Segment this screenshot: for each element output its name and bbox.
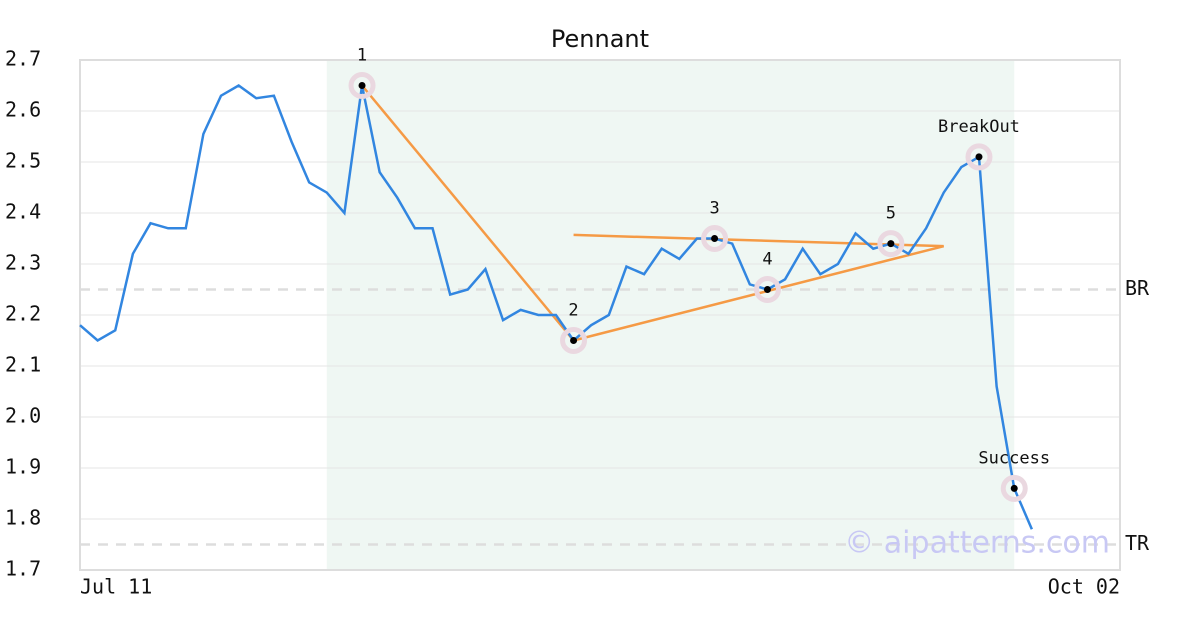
y-tick-label: 2.0 xyxy=(5,404,41,428)
trend-line xyxy=(361,84,575,342)
point-halo xyxy=(753,276,781,303)
point-label: 3 xyxy=(709,199,719,219)
y-tick-label: 2.6 xyxy=(5,98,41,122)
x-tick-label: Jul 11 xyxy=(80,575,152,599)
chart-title: Pennant xyxy=(551,25,649,53)
point-halo xyxy=(1000,474,1028,502)
point-dot xyxy=(975,153,983,161)
point-label: 1 xyxy=(357,46,367,66)
y-tick-label: 1.9 xyxy=(5,455,41,479)
level-label: TR xyxy=(1125,531,1150,555)
point-label: 2 xyxy=(568,301,578,321)
point-label: BreakOut xyxy=(938,117,1020,137)
point-halo xyxy=(560,327,588,354)
point-halo xyxy=(701,225,729,252)
watermark: © aipatterns.com xyxy=(844,526,1110,561)
y-tick-label: 1.7 xyxy=(5,557,41,581)
y-tick-label: 1.8 xyxy=(5,506,41,530)
level-label: BR xyxy=(1125,276,1150,300)
x-tick-label: Oct 02 xyxy=(1048,575,1120,599)
y-tick-label: 2.1 xyxy=(5,353,41,377)
point-label: Success xyxy=(978,448,1050,468)
y-tick-label: 2.7 xyxy=(5,47,41,71)
point-label: 5 xyxy=(886,204,896,224)
y-tick-label: 2.2 xyxy=(5,302,41,326)
plot-frame xyxy=(79,59,1121,571)
point-halo xyxy=(965,143,993,171)
point-dot xyxy=(763,286,771,293)
point-dot xyxy=(358,82,366,89)
point-halo xyxy=(348,72,376,99)
point-dot xyxy=(711,235,719,242)
point-dot xyxy=(1010,484,1018,492)
point-halo xyxy=(877,230,905,258)
y-tick-label: 2.3 xyxy=(5,251,41,275)
price-line xyxy=(79,84,1034,530)
y-tick-label: 2.4 xyxy=(5,200,41,224)
point-label: 4 xyxy=(762,250,772,270)
point-dot xyxy=(570,337,578,344)
y-tick-label: 2.5 xyxy=(5,149,41,173)
point-dot xyxy=(887,240,895,248)
